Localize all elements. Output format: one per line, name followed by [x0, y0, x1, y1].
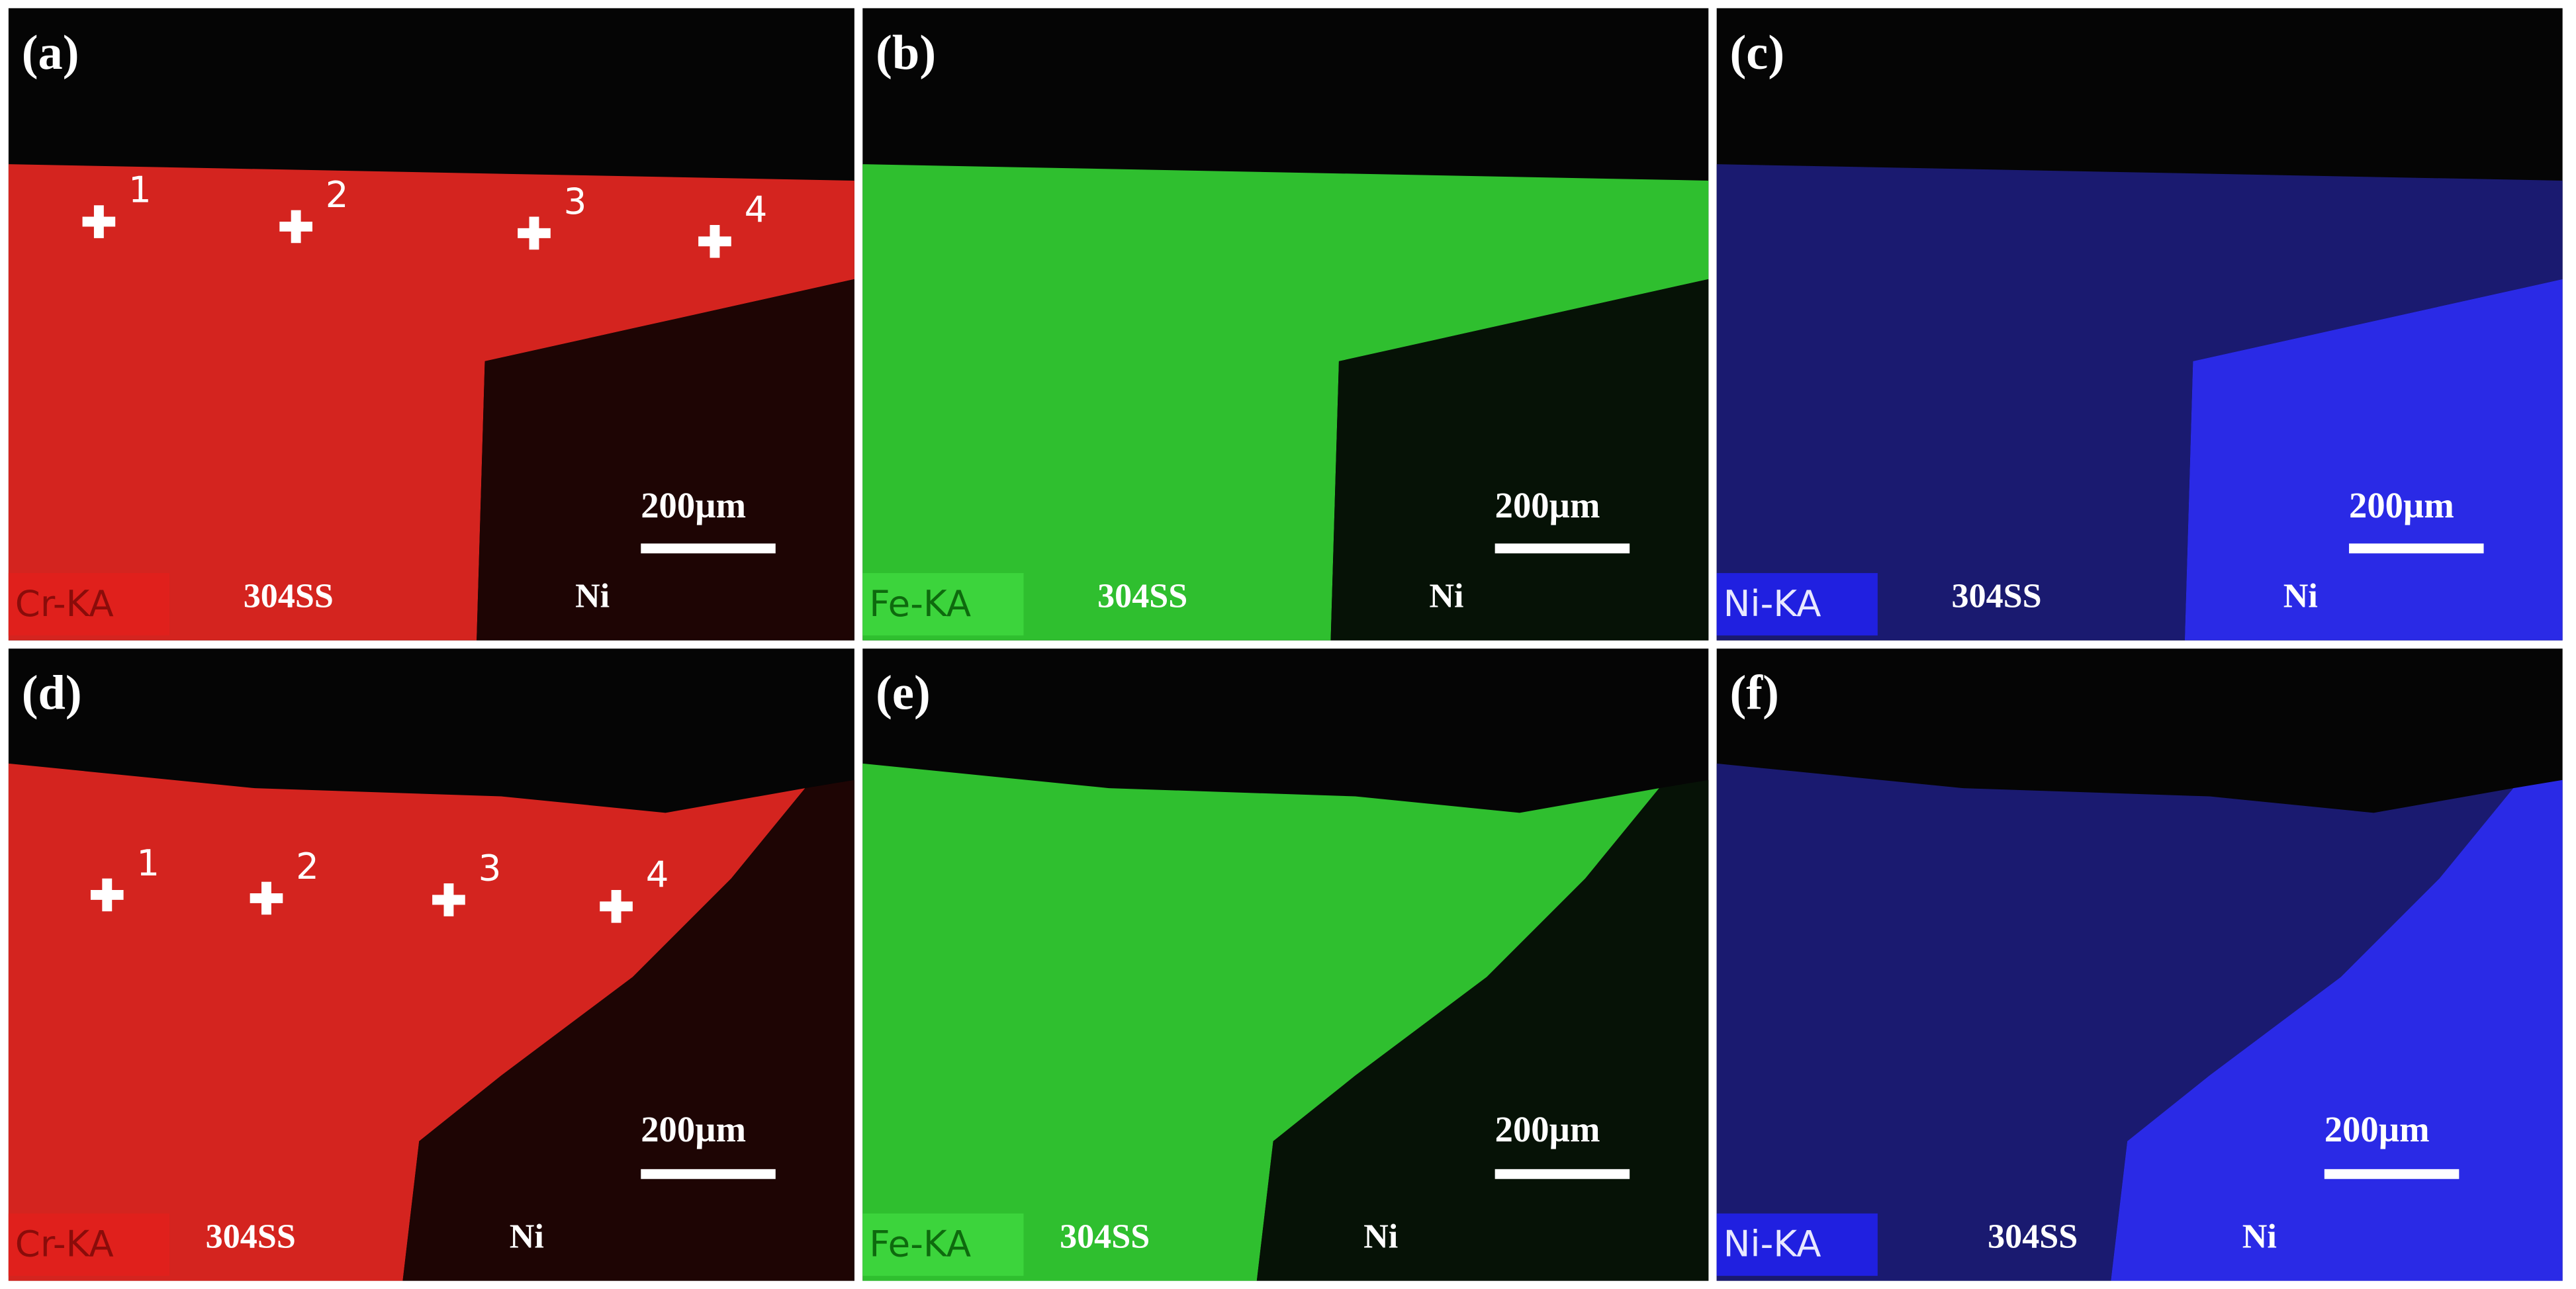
region-label: 304SS — [1060, 1218, 1150, 1256]
marker-cross — [600, 889, 633, 923]
scale-bar-label: 200µm — [2324, 1109, 2430, 1149]
region-label: Ni — [1429, 578, 1463, 615]
region-304ss — [862, 763, 1659, 1281]
marker-cross — [432, 883, 465, 916]
element-label: Fe-KA — [869, 582, 971, 625]
region-304ss — [8, 164, 854, 641]
marker-number: 1 — [136, 842, 160, 884]
marker-cross — [518, 216, 551, 250]
element-label: Ni-KA — [1724, 1223, 1821, 1265]
region-label: Ni — [2242, 1218, 2277, 1256]
marker-number: 4 — [646, 853, 669, 895]
region-304ss — [1716, 763, 2514, 1281]
marker-number: 2 — [296, 845, 319, 887]
element-label: Fe-KA — [869, 1223, 971, 1265]
region-label: Ni — [1363, 1218, 1398, 1256]
element-label-box — [862, 573, 1024, 636]
element-label-box — [1716, 573, 1878, 636]
element-label-box — [1716, 1213, 1878, 1276]
panel: (c) Ni-KA 304SS Ni 200µm — [1716, 8, 2563, 641]
marker-cross — [698, 224, 731, 258]
region-label: 304SS — [1097, 578, 1187, 615]
marker-number: 4 — [745, 188, 768, 230]
scale-bar — [2349, 543, 2484, 554]
region-label: 304SS — [244, 578, 334, 615]
element-label-box — [8, 1213, 170, 1276]
panel: (f) Ni-KA 304SS Ni 200µm — [1716, 648, 2563, 1281]
element-label: Cr-KA — [15, 1223, 114, 1265]
scale-bar-label: 200µm — [2349, 485, 2454, 525]
region-304ss — [8, 763, 805, 1281]
region-label: 304SS — [206, 1218, 296, 1256]
panel-label: (e) — [876, 666, 931, 721]
region-ni — [2111, 779, 2563, 1281]
panel: (a) Cr-KA 304SS Ni 200µm 1 2 3 4 — [8, 8, 854, 641]
panel-label: (c) — [1730, 26, 1785, 80]
region-label: Ni — [2283, 578, 2318, 615]
panel-label: (f) — [1730, 666, 1779, 721]
scale-bar — [641, 1169, 776, 1179]
marker-number: 3 — [564, 180, 587, 222]
marker-cross — [90, 878, 124, 912]
element-label-box — [8, 573, 170, 636]
element-label-box — [862, 1213, 1024, 1276]
panel: (b) Fe-KA 304SS Ni 200µm — [862, 8, 1709, 641]
element-label: Cr-KA — [15, 582, 114, 625]
region-label: Ni — [575, 578, 610, 615]
panel: (d) Cr-KA 304SS Ni 200µm 1 2 3 4 — [8, 648, 854, 1281]
marker-cross — [82, 205, 116, 238]
panel: (e) Fe-KA 304SS Ni 200µm — [862, 648, 1709, 1281]
marker-number: 2 — [326, 173, 349, 216]
panel-label: (b) — [876, 26, 936, 80]
marker-cross — [279, 210, 312, 244]
region-label: Ni — [510, 1218, 544, 1256]
scale-bar — [1495, 1169, 1630, 1179]
scale-bar — [1495, 543, 1630, 554]
marker-number: 3 — [479, 846, 502, 889]
scale-bar-label: 200µm — [641, 1109, 746, 1149]
region-label: 304SS — [1952, 578, 2042, 615]
region-label: 304SS — [1988, 1218, 2078, 1256]
element-label: Ni-KA — [1724, 582, 1821, 625]
marker-number: 1 — [128, 168, 152, 210]
region-ni — [1256, 779, 1709, 1281]
marker-cross — [250, 881, 283, 915]
region-ni — [402, 779, 854, 1281]
scale-bar-label: 200µm — [641, 485, 746, 525]
region-304ss — [1716, 164, 2563, 641]
scale-bar — [641, 543, 776, 554]
scale-bar-label: 200µm — [1495, 1109, 1600, 1149]
panel-label: (a) — [22, 26, 79, 80]
scale-bar-label: 200µm — [1495, 485, 1600, 525]
scale-bar — [2324, 1169, 2460, 1179]
region-304ss — [862, 164, 1709, 641]
panel-label: (d) — [22, 666, 82, 721]
